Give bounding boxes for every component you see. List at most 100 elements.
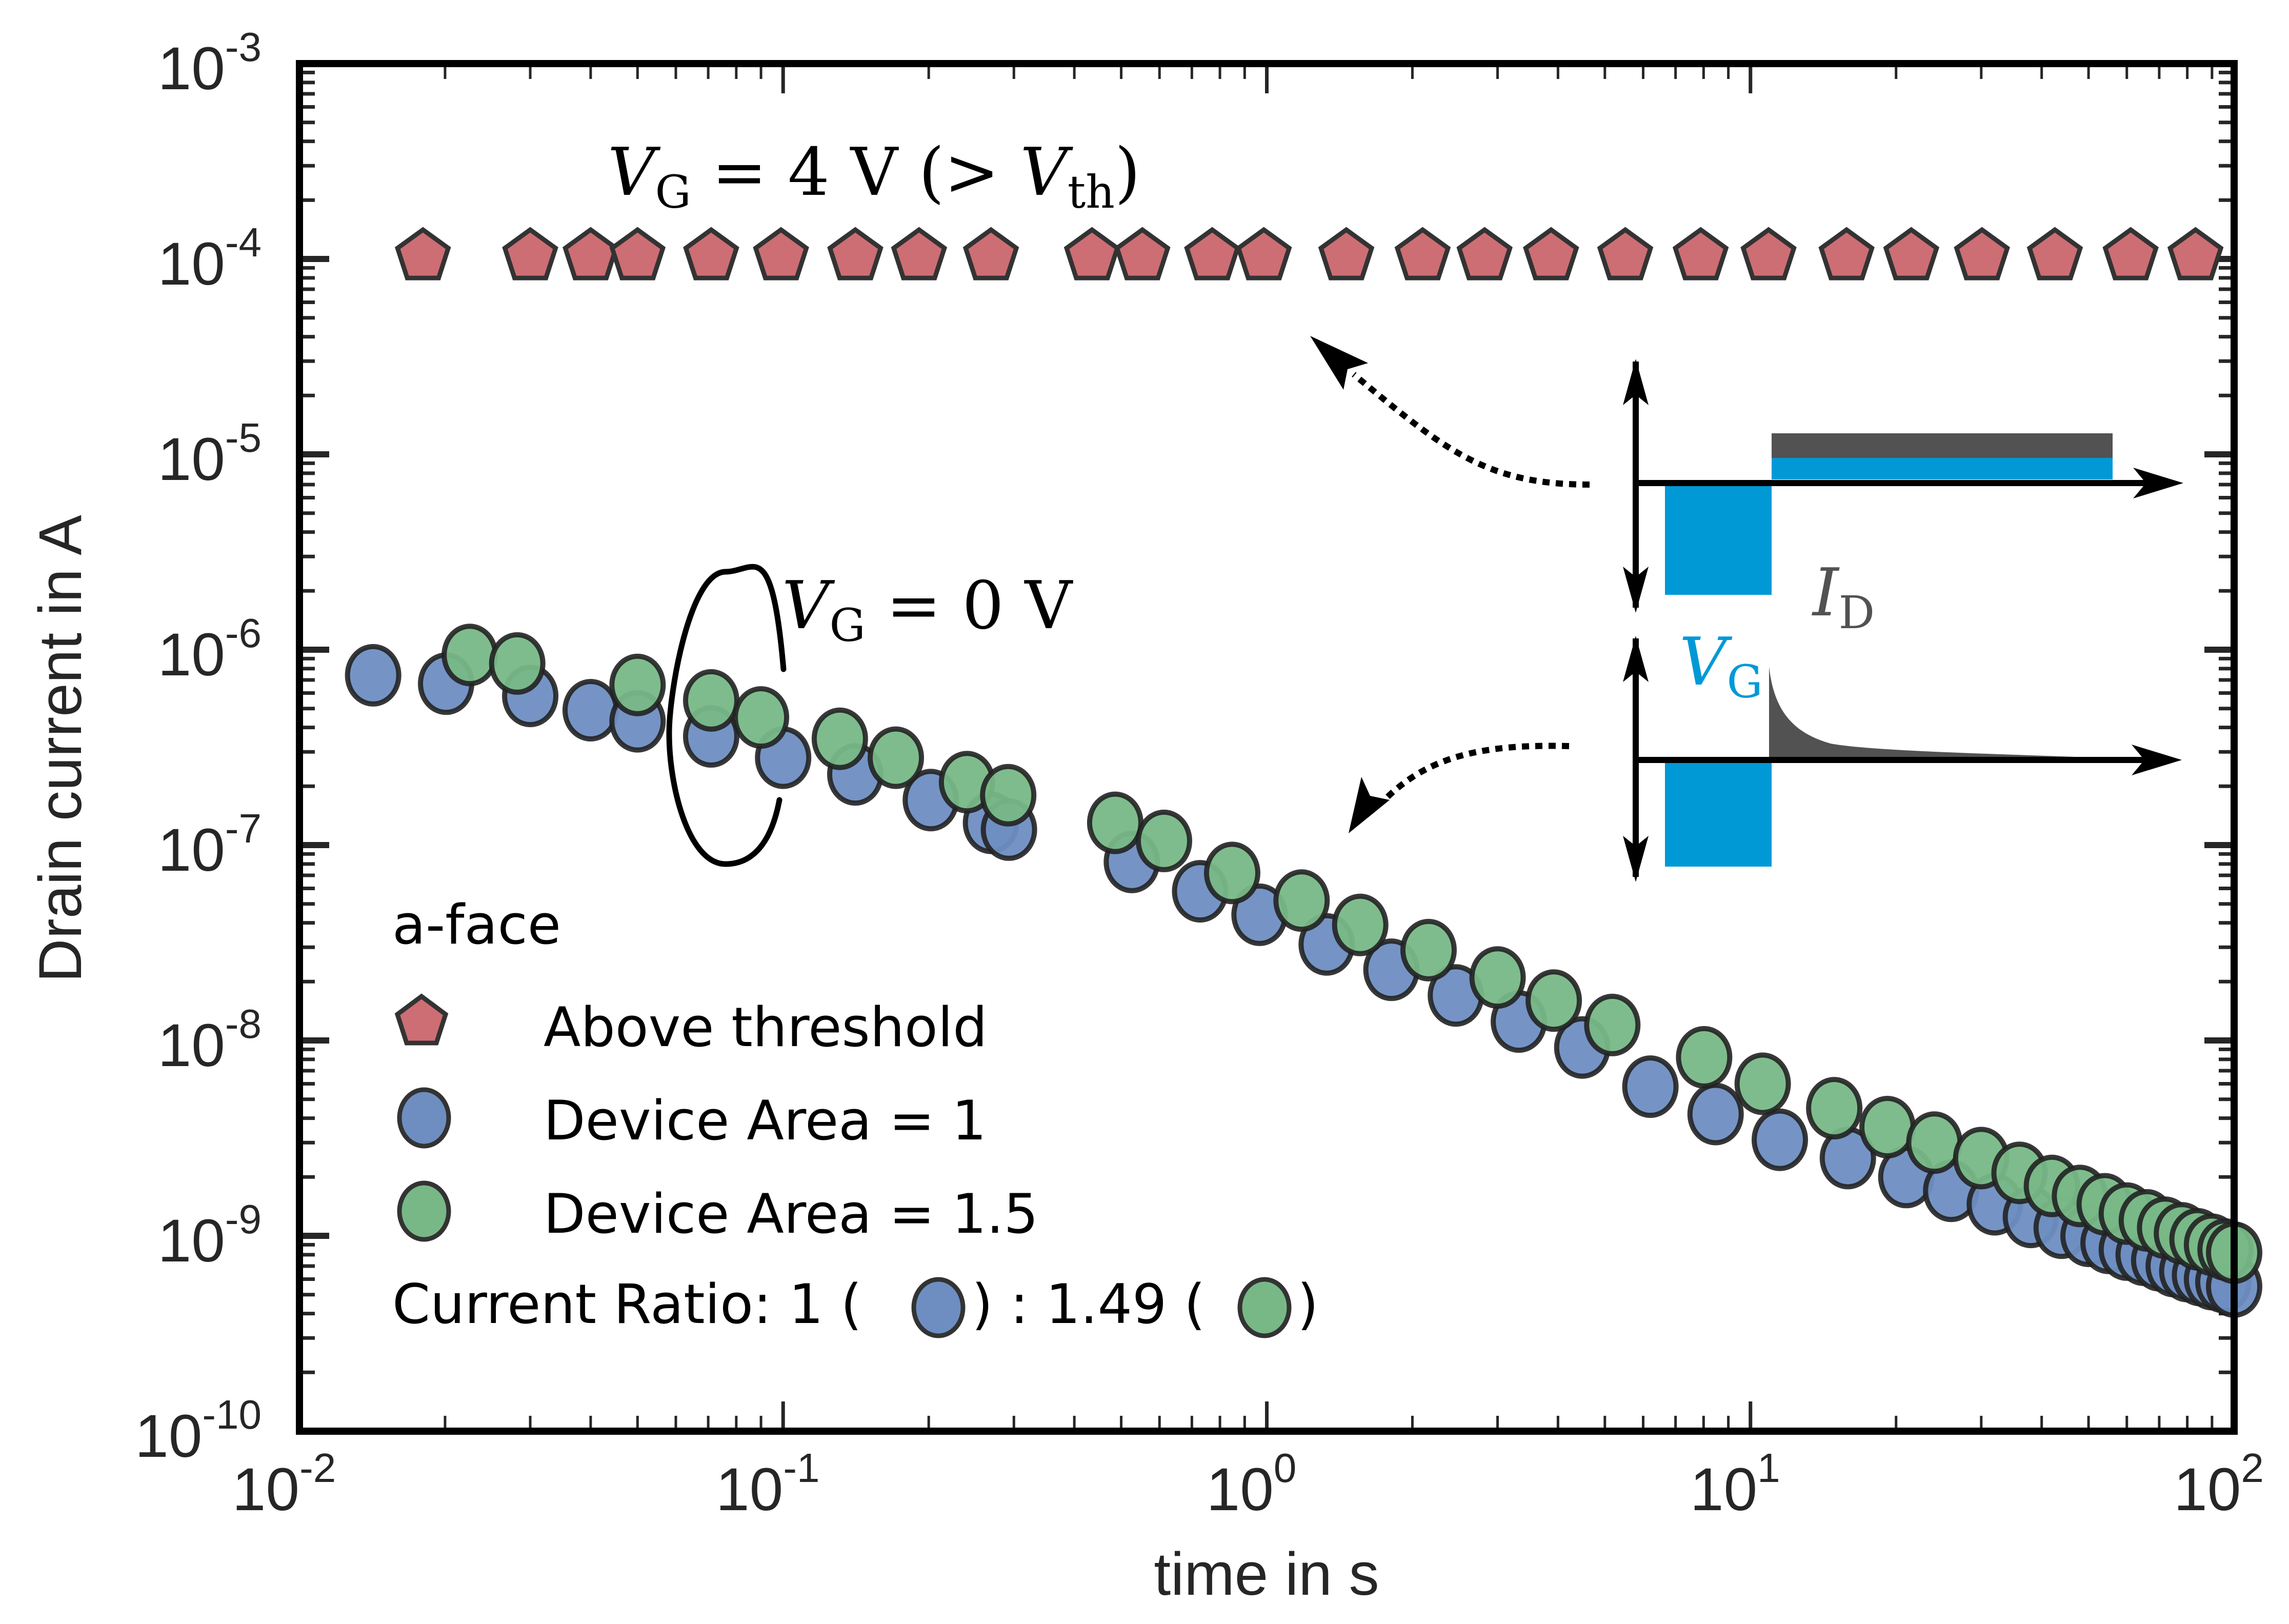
data-point-above-threshold [1883,227,1940,280]
arrow-down-icon [1623,836,1649,882]
data-point-device-area-1-5 [1584,993,1641,1056]
series-device-area-1-5 [441,624,2262,1284]
data-point-above-threshold [753,227,809,280]
y-tick-label: 10-10 [135,1392,262,1470]
legend: a-face Above threshold Device Area = 1 D… [392,893,1318,1338]
arrow-up-icon [1623,636,1649,682]
annotation-above-sym: V [608,134,661,211]
data-point-device-area-1-5 [682,669,739,732]
data-point-above-threshold [1318,227,1375,280]
data-point-above-threshold [563,227,619,280]
data-point-device-area-1-5 [1087,791,1143,854]
legend-item-device-area-1-5: Device Area = 1.5 [397,1180,1038,1246]
annotation-above-close: ) [1115,134,1140,211]
annotation-zero-sym: V [782,568,835,644]
y-tick-label: 10-5 [158,415,262,493]
inset-id-sub: D [1839,586,1875,639]
x-tick-labels: 10-2 10-1 100 101 102 [232,1445,2264,1523]
data-point-device-area-1-5 [811,707,868,770]
ratio-middle: ) : 1.49 ( [972,1273,1206,1336]
data-point-above-threshold [1818,227,1875,280]
data-point-device-area-1-5 [1203,841,1260,905]
annotation-above-sub2: th [1068,166,1115,218]
data-point-device-area-1-5 [1734,1052,1791,1115]
circle-icon [1237,1277,1292,1338]
circle-icon [397,1087,451,1149]
data-point-above-threshold [1114,227,1171,280]
legend-item-above-threshold: Above threshold [394,993,988,1059]
data-point-above-threshold [2102,227,2159,280]
data-point-above-threshold [962,227,1019,280]
inset-vg-sub: G [1726,655,1762,708]
inset-upper-vg-positive [1772,458,2113,479]
data-point-above-threshold [1063,227,1120,280]
data-point-above-threshold [1740,227,1797,280]
x-tick-label: 10-2 [232,1445,336,1523]
arrowhead-icon [1310,336,1368,390]
legend-label-device-area-1: Device Area = 1 [544,1089,987,1152]
y-tick-label: 10-4 [158,219,262,298]
arrow-up-icon [1623,359,1649,405]
data-point-device-area-1-5 [489,632,546,695]
y-tick-label: 10-3 [158,24,262,103]
series-above-threshold [395,227,2224,280]
x-axis-label: time in s [1154,1540,1379,1608]
dotted-arrow-to-above [1352,372,1590,488]
data-point-above-threshold [1184,227,1240,280]
data-point-device-area-1 [1622,1055,1679,1118]
annotation-zero-rest: = 0 V [866,568,1074,644]
ratio-prefix: Current Ratio: 1 ( [392,1273,862,1336]
y-tick-label: 10-9 [158,1196,262,1275]
legend-label-device-area-1-5: Device Area = 1.5 [544,1182,1038,1246]
annotation-above-threshold: VG = 4 V (> Vth) [608,134,1140,218]
arrowhead-icon [1349,777,1390,833]
inset-lower-id-decay [1769,667,2102,758]
pentagon-icon [394,993,449,1046]
data-point-above-threshold [827,227,884,280]
data-point-device-area-1 [562,679,619,742]
data-point-device-area-1-5 [868,726,925,789]
data-point-above-threshold [1236,227,1292,280]
annotation-zero-volt: VG = 0 V [782,568,1073,652]
annotation-above-sub: G [655,166,691,218]
y-tick-label: 10-6 [158,610,262,689]
data-point-device-area-1-5 [1525,969,1582,1032]
data-point-above-threshold [683,227,739,280]
data-point-above-threshold [1954,227,2010,280]
data-point-device-area-1-5 [733,686,790,749]
inset-diagram: ID VG [1310,336,2183,882]
y-tick-label: 10-7 [158,806,262,884]
data-point-above-threshold [2026,227,2083,280]
data-point-device-area-1 [1752,1108,1809,1171]
data-point-device-area-1-5 [1906,1111,1963,1174]
data-point-above-threshold [1597,227,1654,280]
arrow-right-icon [2132,745,2182,775]
data-point-device-area-1-5 [1806,1077,1863,1140]
inset-vg-sym: V [1679,624,1733,700]
inset-upper-vg-negative [1665,485,1772,595]
legend-current-ratio: Current Ratio: 1 ( ) : 1.49 ( ) [392,1273,1318,1338]
annotation-above-sym2: V [1020,134,1073,211]
data-point-device-area-1-5 [1332,893,1389,956]
data-point-above-threshold [502,227,558,280]
data-point-device-area-1-5 [1136,809,1193,872]
y-tick-label: 10-8 [158,1001,262,1079]
annotation-above-rest: = 4 V (> [691,134,1020,211]
x-tick-label: 100 [1207,1445,1297,1523]
legend-label-above-threshold: Above threshold [544,996,988,1059]
data-point-device-area-1-5 [980,764,1037,827]
data-point-device-area-1-5 [1400,918,1457,981]
inset-id-sym: I [1812,555,1840,631]
data-point-above-threshold [891,227,948,280]
axes-frame [296,60,2238,1435]
data-point-device-area-1 [345,644,401,707]
x-tick-label: 10-1 [716,1445,819,1523]
annotation-zero-sub: G [829,599,865,652]
arrow-right-icon [2133,468,2183,498]
data-point-device-area-1-5 [1469,946,1526,1009]
x-tick-label: 101 [1690,1445,1780,1523]
data-point-above-threshold [1456,227,1513,280]
data-point-device-area-1-5 [1859,1096,1916,1159]
inset-id-label: ID [1812,555,1875,639]
data-point-above-threshold [1394,227,1451,280]
